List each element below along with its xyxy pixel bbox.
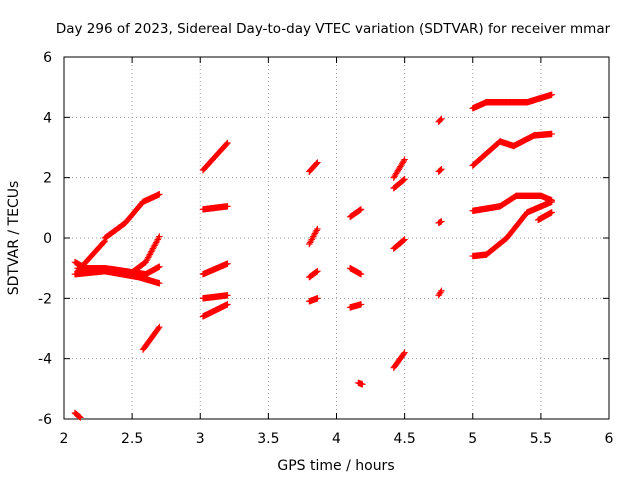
data-point — [156, 233, 163, 240]
y-tick-label: -6 — [38, 412, 52, 428]
data-point — [548, 209, 555, 216]
y-tick-label: 6 — [43, 50, 52, 66]
data-point — [224, 260, 231, 267]
data-point — [438, 166, 445, 173]
data-point — [401, 236, 408, 243]
data-point — [314, 225, 321, 233]
data-point — [401, 349, 408, 356]
data-point — [357, 271, 365, 278]
x-axis-label: GPS time / hours — [277, 458, 394, 474]
data-point — [156, 323, 163, 331]
data-point — [76, 413, 83, 421]
data-point — [357, 301, 365, 308]
data-point — [357, 206, 365, 213]
y-tick-label: -4 — [38, 352, 52, 368]
data-point — [156, 280, 163, 287]
chart-title: Day 296 of 2023, Sidereal Day-to-day VTE… — [56, 21, 611, 37]
data-point — [400, 157, 407, 165]
data-point — [313, 268, 320, 275]
data-point — [77, 414, 84, 421]
x-tick-label: 2 — [60, 431, 69, 447]
data-point — [100, 238, 108, 246]
x-tick-label: 6 — [605, 431, 614, 447]
data-point — [438, 218, 445, 225]
data-point — [438, 287, 445, 294]
data-point — [356, 206, 364, 214]
data-point — [359, 381, 366, 388]
data-point — [224, 301, 231, 308]
data-point — [438, 115, 445, 123]
data-point — [437, 116, 444, 124]
y-tick-label: -2 — [38, 291, 52, 307]
data-point — [224, 139, 231, 147]
data-point — [548, 198, 555, 205]
data-point — [548, 130, 555, 138]
data-point — [156, 191, 163, 198]
data-point — [313, 160, 320, 167]
data-point — [548, 91, 555, 98]
data-point — [401, 156, 408, 163]
data-point — [224, 292, 231, 299]
x-tick-label: 3.5 — [257, 431, 279, 447]
data-point — [437, 166, 444, 174]
y-tick-label: 4 — [43, 110, 52, 126]
x-tick-label: 4.5 — [393, 431, 415, 447]
grid — [64, 57, 609, 419]
y-axis-ticks: -6 -4 -2 0 2 4 6 — [38, 50, 609, 428]
data-points — [71, 91, 555, 421]
data-point — [314, 267, 321, 275]
data-point — [313, 227, 320, 234]
data-point — [437, 289, 444, 296]
data-point — [400, 350, 407, 357]
data-point — [401, 175, 408, 183]
data-point — [75, 412, 82, 420]
x-axis-ticks: 2 2.5 3 3.5 4 4.5 5 5.5 6 — [60, 57, 614, 447]
y-tick-label: 2 — [43, 171, 52, 187]
x-tick-label: 5.5 — [530, 431, 552, 447]
data-point — [156, 263, 163, 270]
data-point — [155, 324, 162, 332]
data-point — [224, 203, 231, 210]
data-point — [314, 159, 321, 166]
x-tick-label: 3 — [196, 431, 205, 447]
data-point — [400, 176, 407, 184]
x-tick-label: 5 — [468, 431, 477, 447]
y-tick-label: 0 — [43, 231, 52, 247]
data-point — [314, 295, 321, 302]
x-tick-label: 2.5 — [121, 431, 143, 447]
data-point — [155, 234, 162, 242]
data-point — [400, 237, 407, 244]
data-point — [223, 140, 230, 148]
x-tick-label: 4 — [332, 431, 341, 447]
y-axis-label: SDTVAR / TECUs — [6, 181, 22, 296]
